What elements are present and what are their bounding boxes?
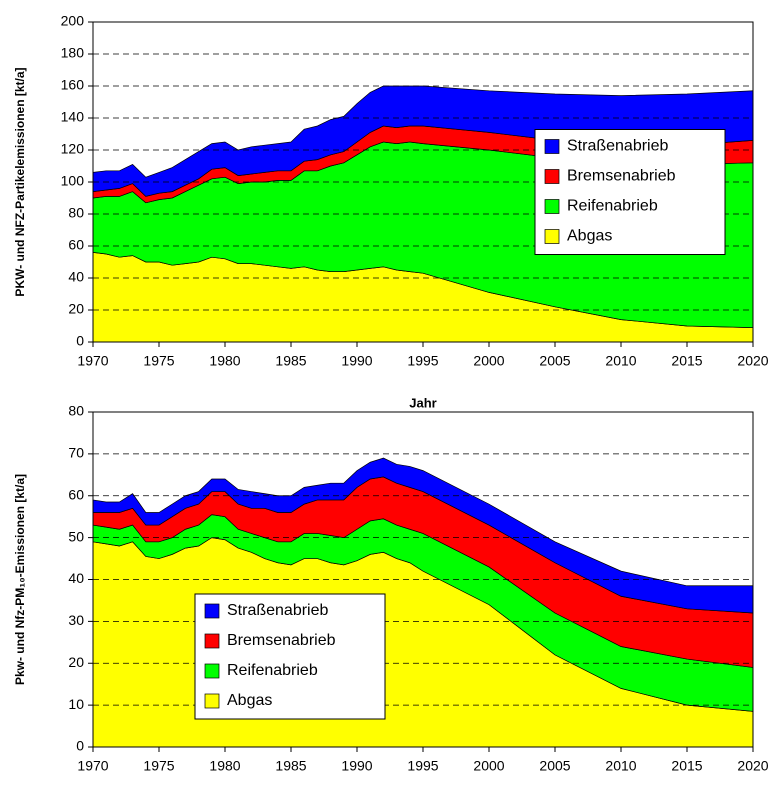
- x-axis-label: Jahr: [409, 395, 436, 410]
- x-tick-label: 1990: [341, 758, 372, 774]
- y-axis-label: PKW- und NFZ-Partikelemissionen [kt/a]: [13, 67, 27, 296]
- x-tick-label: 2000: [473, 758, 504, 774]
- x-tick-label: 1975: [143, 353, 174, 369]
- y-tick-label: 60: [68, 486, 84, 502]
- legend-swatch: [204, 603, 220, 619]
- legend-box: [534, 129, 726, 255]
- legend-swatch: [544, 199, 560, 214]
- legend-label: Abgas: [227, 692, 272, 709]
- legend-swatch: [544, 139, 560, 154]
- y-tick-label: 160: [61, 77, 85, 93]
- y-tick-label: 80: [68, 205, 84, 221]
- y-tick-label: 0: [76, 738, 84, 754]
- x-tick-label: 1975: [143, 758, 174, 774]
- y-tick-label: 10: [68, 696, 84, 712]
- legend-label: Straßenabrieb: [567, 138, 668, 155]
- x-tick-label: 1985: [275, 353, 306, 369]
- legend: Abgas Reifenabrieb Bremsenabrieb Straßenabr…: [534, 129, 726, 255]
- y-tick-label: 30: [68, 612, 84, 628]
- y-tick-label: 40: [68, 570, 84, 586]
- x-tick-label: 2010: [605, 758, 636, 774]
- legend: Abgas Reifenabrieb Bremsenabrieb Straßenabr…: [194, 593, 386, 720]
- x-tick-label: 1995: [407, 353, 438, 369]
- x-tick-label: 2015: [671, 353, 702, 369]
- y-tick-label: 20: [68, 654, 84, 670]
- y-tick-label: 200: [61, 13, 85, 29]
- y-tick-label: 20: [68, 301, 84, 317]
- legend-swatch: [204, 693, 220, 709]
- y-tick-label: 80: [68, 403, 84, 419]
- legend-label: Bremsenabrieb: [567, 168, 676, 185]
- y-tick-label: 120: [61, 141, 85, 157]
- legend-swatch: [204, 663, 220, 679]
- y-tick-label: 0: [76, 333, 84, 349]
- legend-label: Reifenabrieb: [227, 662, 318, 679]
- plot-frame: [92, 411, 754, 748]
- y-tick-label: 50: [68, 528, 84, 544]
- legend-label: Straßenabrieb: [227, 602, 328, 619]
- x-tick-label: 1995: [407, 758, 438, 774]
- x-tick-label: 1970: [77, 758, 108, 774]
- y-tick-label: 180: [61, 45, 85, 61]
- x-tick-label: 1990: [341, 353, 372, 369]
- y-tick-label: 140: [61, 109, 85, 125]
- x-tick-label: 2020: [737, 758, 768, 774]
- legend-swatch: [204, 633, 220, 649]
- x-tick-label: 2020: [737, 353, 768, 369]
- x-tick-label: 1980: [209, 353, 240, 369]
- legend-label: Reifenabrieb: [567, 198, 658, 215]
- x-tick-label: 2005: [539, 758, 570, 774]
- legend-swatch: [544, 169, 560, 184]
- y-axis-label: Pkw- und Nfz-PM₁₀-Emissionen [kt/a]: [13, 474, 27, 685]
- y-tick-label: 40: [68, 269, 84, 285]
- x-tick-label: 2015: [671, 758, 702, 774]
- legend-box: [194, 593, 386, 720]
- x-tick-label: 2005: [539, 353, 570, 369]
- y-tick-label: 60: [68, 237, 84, 253]
- x-tick-label: 2000: [473, 353, 504, 369]
- legend-label: Bremsenabrieb: [227, 632, 336, 649]
- legend-label: Abgas: [567, 228, 612, 245]
- y-tick-label: 70: [68, 445, 84, 461]
- legend-swatch: [544, 229, 560, 244]
- x-tick-label: 2010: [605, 353, 636, 369]
- x-tick-label: 1985: [275, 758, 306, 774]
- x-tick-label: 1970: [77, 353, 108, 369]
- x-tick-label: 1980: [209, 758, 240, 774]
- plot-frame: [92, 21, 754, 343]
- y-tick-label: 100: [61, 173, 85, 189]
